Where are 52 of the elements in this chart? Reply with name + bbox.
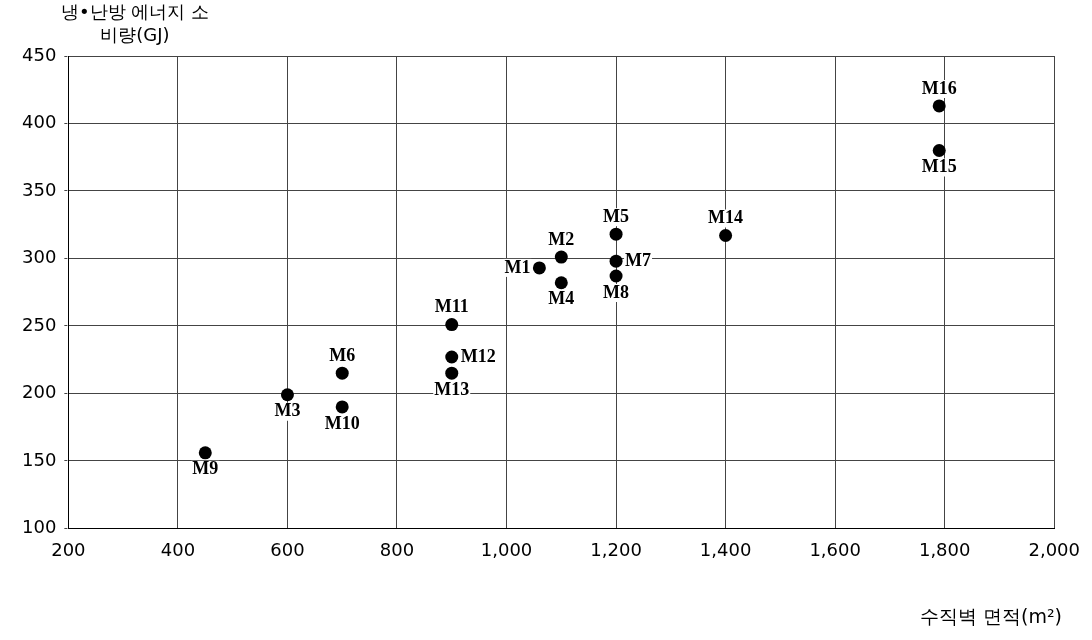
annotation: M10 (324, 412, 360, 433)
annotation: M1 (504, 256, 531, 277)
annotation: M12 (460, 345, 496, 366)
point (554, 250, 568, 264)
x-tick-label: 600 (270, 538, 305, 560)
y-tick-label: 400 (22, 111, 57, 133)
x-tick-label: 400 (160, 538, 196, 560)
point (532, 261, 546, 275)
x-tick-label: 2,000 (1028, 538, 1080, 560)
point (445, 350, 459, 364)
point (719, 229, 733, 243)
annotation: M3 (274, 400, 301, 421)
y-tick-label: 450 (22, 43, 57, 65)
y-tick-label: 200 (22, 381, 57, 403)
x-tick-label: 1,200 (590, 538, 642, 560)
y-tick-label: 300 (22, 246, 57, 268)
x-tick-label: 1,000 (480, 538, 533, 560)
annotation: M7 (625, 249, 652, 270)
point (932, 143, 946, 157)
point (445, 318, 459, 332)
x-tick-label: 1,800 (918, 538, 971, 560)
x-tick-label: 1,600 (809, 538, 861, 560)
annotation: M15 (921, 156, 957, 177)
x-tick-label: 1,400 (699, 538, 752, 560)
x-tick-label: 200 (51, 538, 86, 560)
y-tick-label: 350 (22, 178, 57, 200)
annotation: M16 (921, 77, 957, 98)
annotation: M5 (603, 205, 630, 226)
point (198, 446, 212, 460)
point (335, 366, 349, 380)
point (932, 99, 946, 113)
annotation: M2 (548, 228, 575, 249)
point (554, 276, 568, 290)
annotation: M8 (603, 281, 630, 302)
annotation: M14 (708, 207, 744, 228)
annotation: M11 (434, 296, 469, 317)
point (280, 388, 294, 402)
x-tick-label: 800 (379, 538, 415, 560)
annotation: M4 (548, 288, 575, 309)
point (609, 227, 623, 241)
annotation: M6 (329, 344, 356, 365)
x-axis-title: 수직벽 면적(m²) (920, 604, 1062, 629)
y-tick-label: 150 (22, 448, 57, 470)
point (335, 400, 349, 414)
annotation: M9 (192, 458, 219, 479)
point (445, 366, 459, 380)
point (609, 269, 623, 283)
y-axis-title: 냉•난방 에너지 소비량(GJ) (60, 0, 210, 46)
y-tick-label: 100 (22, 516, 57, 538)
annotation: M13 (434, 378, 470, 399)
point (609, 254, 623, 268)
y-tick-label: 250 (22, 313, 57, 335)
